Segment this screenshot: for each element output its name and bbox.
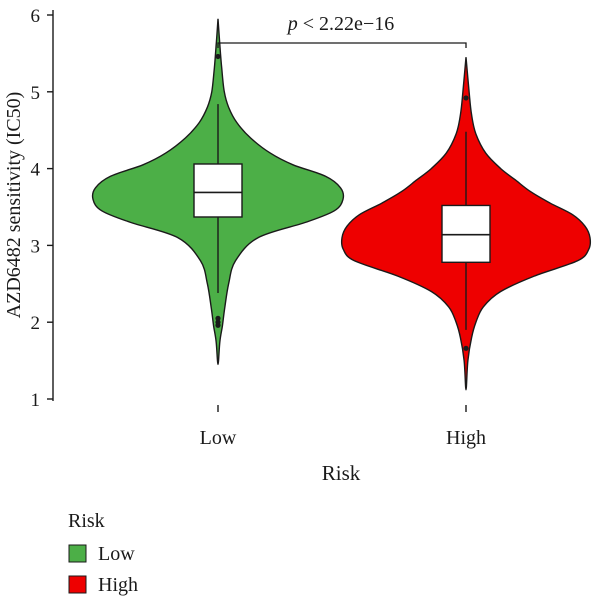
y-axis-label: AZD6482 sensitivity (IC50) — [3, 92, 25, 319]
y-axis-ticks: 1 2 3 4 5 6 — [31, 6, 53, 411]
y-tick-label: 3 — [31, 236, 41, 257]
x-axis-label: Risk — [322, 461, 361, 485]
p-value-text: < 2.22e−16 — [298, 13, 394, 35]
outlier-point — [215, 53, 221, 60]
violin-group-high — [340, 57, 592, 391]
outlier-point — [463, 95, 469, 101]
y-tick-label: 5 — [31, 83, 41, 104]
y-tick-label: 4 — [31, 160, 41, 181]
x-axis-ticks: Low High — [200, 405, 486, 449]
y-tick-label: 1 — [31, 390, 41, 411]
p-symbol: p — [286, 13, 298, 35]
legend-swatch-high — [68, 575, 87, 594]
y-tick-label: 2 — [31, 313, 41, 334]
outlier-point — [215, 322, 221, 328]
legend-swatch-low — [68, 544, 87, 563]
significance-bracket — [217, 42, 467, 48]
x-tick-label-high: High — [446, 427, 486, 449]
outlier-point — [215, 315, 221, 321]
x-tick-label-low: Low — [200, 427, 237, 449]
legend-title: Risk — [68, 510, 105, 532]
box-iqr — [193, 163, 243, 218]
legend-label-low: Low — [98, 543, 135, 565]
outlier-point — [463, 345, 469, 351]
legend-label-high: High — [98, 574, 138, 596]
y-tick-label: 6 — [31, 6, 41, 27]
plot-area — [91, 18, 592, 391]
violin-group-low — [91, 18, 345, 366]
legend: Risk Low High — [68, 510, 138, 596]
p-value-annotation: p < 2.22e−16 — [286, 13, 394, 35]
